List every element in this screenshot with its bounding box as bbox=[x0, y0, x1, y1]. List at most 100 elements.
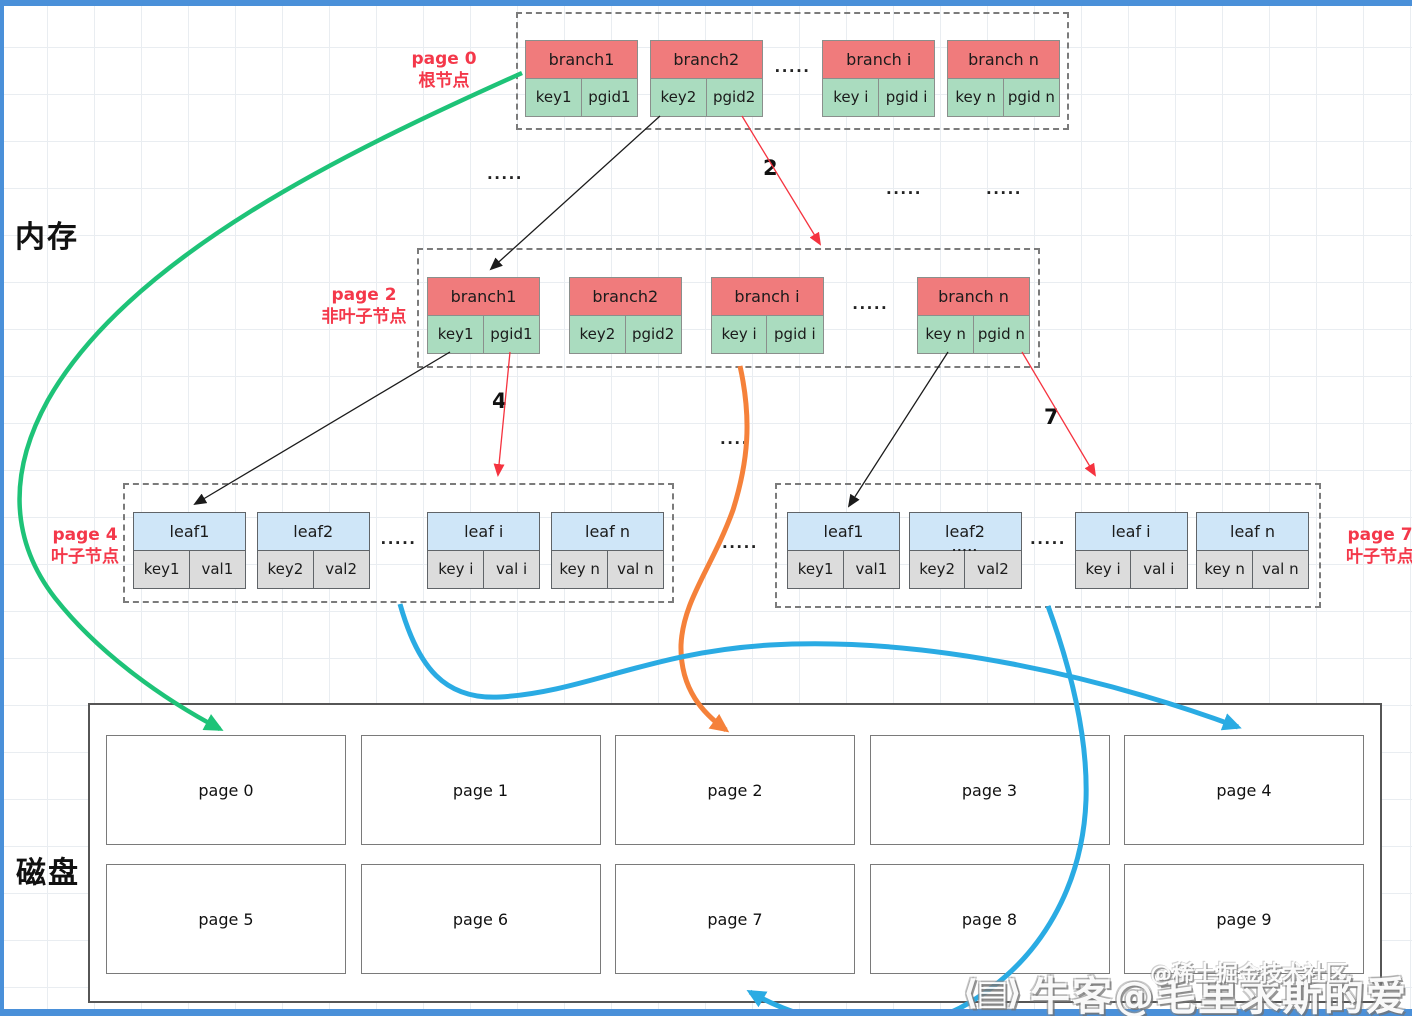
right-leaf-label-line1: page 7 bbox=[1347, 525, 1412, 545]
disk-page-box: page 2 bbox=[615, 735, 855, 845]
branch-pgid-cell: pgid2 bbox=[705, 77, 763, 117]
branch-pgid-cell: pgid1 bbox=[580, 77, 638, 117]
leaf-val-cell: val n bbox=[606, 549, 664, 589]
leaf-card-title: leaf i bbox=[1074, 512, 1188, 551]
red-edge-mid-to-leftleaf bbox=[493, 351, 511, 477]
leaf-card-cells: key1 val1 bbox=[787, 549, 900, 589]
leaf-key-cell: key2 bbox=[256, 549, 314, 589]
frame-border-bottom bbox=[0, 1009, 1412, 1016]
leaf-card-cells: key n val n bbox=[551, 549, 664, 589]
leaf-val-cell: val1 bbox=[188, 549, 246, 589]
disk-page-box: page 6 bbox=[360, 864, 601, 974]
leaf-val-cell: val i bbox=[483, 549, 541, 589]
branch-card: branch n key n pgid n bbox=[917, 277, 1030, 354]
niuke-logo-icon: ⟨▤⟩ bbox=[962, 973, 1022, 1013]
leaf-card: leaf i key i val i bbox=[1074, 512, 1188, 589]
leaf-val-cell: val2 bbox=[312, 549, 370, 589]
branch-card-title: branch2 bbox=[568, 277, 682, 316]
leaf-card: leaf i key i val i bbox=[427, 512, 541, 589]
edge-label-7: 7 bbox=[1044, 405, 1059, 429]
branch-key-cell: key1 bbox=[525, 77, 583, 117]
leaf-card: leaf n key n val n bbox=[551, 512, 664, 589]
right-leaf-node-label: page 7 叶子节点 bbox=[1330, 524, 1412, 568]
leaf-card-title: leaf1 bbox=[133, 512, 246, 551]
leaf-key-cell: key i bbox=[427, 549, 485, 589]
leaf-card-title: leaf2 bbox=[908, 512, 1022, 551]
left-leaf-node-box: leaf1 key1 val1 leaf2 key2 val2..... leaf i key… bbox=[123, 483, 674, 603]
branch-card: branch1 key1 pgid1 bbox=[427, 277, 540, 354]
branch-pgid-cell: pgid1 bbox=[482, 314, 540, 354]
branch-card-cells: key1 pgid1 bbox=[427, 314, 540, 354]
leaf-card-title: leaf n bbox=[551, 512, 664, 551]
branch-card-title: branch1 bbox=[525, 40, 638, 79]
dots: ..... bbox=[487, 165, 523, 183]
leaf-key-cell: key n bbox=[551, 549, 609, 589]
leaf-card-cells: key n val n bbox=[1196, 549, 1309, 589]
leaf-card: leaf2 key2 val2..... bbox=[908, 512, 1022, 589]
disk-page-box: page 4 bbox=[1124, 735, 1364, 845]
red-edge-root-to-mid bbox=[741, 115, 822, 246]
mid-node-label-line1: page 2 bbox=[331, 285, 397, 305]
dots: ..... bbox=[886, 180, 922, 198]
branch-key-cell: key1 bbox=[427, 314, 485, 354]
branch-key-cell: key2 bbox=[568, 314, 626, 354]
right-leaf-label-line2: 叶子节点 bbox=[1346, 547, 1412, 568]
dots-separator: ..... bbox=[380, 530, 417, 548]
leaf-key-cell: key2 bbox=[908, 549, 966, 589]
dots-overlay: ..... bbox=[952, 541, 978, 554]
branch-card-title: branch n bbox=[947, 40, 1060, 79]
branch-card-title: branch2 bbox=[649, 40, 763, 79]
leaf-card-cells: key1 val1 bbox=[133, 549, 246, 589]
juejin-watermark: @稀土掘金技术社区 bbox=[1149, 962, 1348, 987]
leaf-val-cell: val n bbox=[1251, 549, 1309, 589]
branch-card-cells: key n pgid n bbox=[917, 314, 1030, 354]
green-curve-root-to-page0 bbox=[17, 70, 523, 731]
black-edge-root-to-mid bbox=[489, 115, 661, 271]
leaf-card-cells: key2 val2 bbox=[256, 549, 370, 589]
branch-card: branch1 key1 pgid1 bbox=[525, 40, 638, 117]
leaf-card-title: leaf1 bbox=[787, 512, 900, 551]
root-node-label-line1: page 0 bbox=[411, 49, 477, 69]
branch-pgid-cell: pgid i bbox=[766, 314, 824, 354]
branch-card: branch n key n pgid n bbox=[947, 40, 1060, 117]
dots: ..... bbox=[986, 180, 1022, 198]
leaf-card-cells: key i val i bbox=[1074, 549, 1188, 589]
disk-page-box: page 8 bbox=[869, 864, 1110, 974]
edge-label-4: 4 bbox=[492, 389, 507, 413]
leaf-card-cells: key2 val2 bbox=[908, 549, 1022, 589]
branch-card-title: branch1 bbox=[427, 277, 540, 316]
disk-page-box: page 0 bbox=[106, 735, 346, 845]
right-leaf-node-box: leaf1 key1 val1 leaf2 key2 val2.......... leaf… bbox=[775, 483, 1321, 608]
leaf-key-cell: key1 bbox=[133, 549, 191, 589]
branch-card-cells: key1 pgid1 bbox=[525, 77, 638, 117]
black-edge-mid-to-leftleaf bbox=[193, 351, 451, 506]
branch-card: branch i key i pgid i bbox=[710, 277, 824, 354]
disk-page-box: page 9 bbox=[1124, 864, 1364, 974]
leaf-card-title: leaf2 bbox=[256, 512, 370, 551]
branch-pgid-cell: pgid2 bbox=[624, 314, 682, 354]
leaf-card-title: leaf n bbox=[1196, 512, 1309, 551]
left-leaf-node-label: page 4 叶子节点 bbox=[30, 524, 140, 568]
branch-key-cell: key i bbox=[710, 314, 768, 354]
leaf-val-cell: val i bbox=[1130, 549, 1188, 589]
branch-pgid-cell: pgid n bbox=[972, 314, 1030, 354]
disk-page-box: page 1 bbox=[360, 735, 601, 845]
branch-key-cell: key i bbox=[822, 77, 880, 117]
non-leaf-node-box: branch1 key1 pgid1 branch2 key2 pgid2 branch i… bbox=[417, 248, 1040, 368]
memory-label: 内存 bbox=[15, 220, 79, 255]
leaf-key-cell: key1 bbox=[787, 549, 845, 589]
disk-page-box: page 5 bbox=[106, 864, 346, 974]
leaf-card-cells: key i val i bbox=[427, 549, 541, 589]
watermark-text: 牛客@毛里求斯的爱 bbox=[1030, 974, 1408, 1016]
leaf-card: leaf n key n val n bbox=[1196, 512, 1309, 589]
frame-border-left bbox=[0, 0, 4, 1016]
branch-card-title: branch i bbox=[710, 277, 824, 316]
dots: ..... bbox=[722, 534, 758, 552]
root-node-box: branch1 key1 pgid1 branch2 key2 pgid2..... bra… bbox=[516, 12, 1069, 130]
branch-key-cell: key2 bbox=[649, 77, 707, 117]
frame-border-top bbox=[0, 0, 1412, 6]
branch-pgid-cell: pgid i bbox=[878, 77, 936, 117]
branch-card-cells: key i pgid i bbox=[822, 77, 936, 117]
disk-page-box: page 7 bbox=[615, 864, 855, 974]
